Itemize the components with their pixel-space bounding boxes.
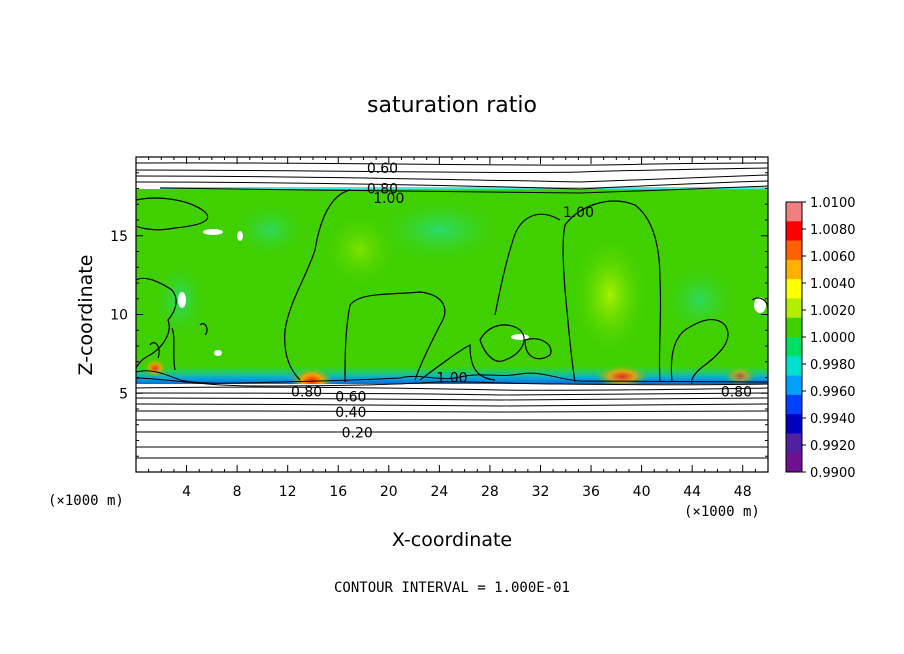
colorbar-swatch bbox=[786, 375, 802, 396]
plot-area: 0.600.801.001.001.000.80 0.600.400.200.80 bbox=[136, 157, 768, 472]
x-tick-label: 12 bbox=[279, 484, 297, 500]
y-axis-title: Z-coordinate bbox=[75, 255, 97, 376]
x-unit-label-right: (×1000 m) bbox=[684, 504, 760, 520]
contour-label: 0.60 bbox=[335, 389, 366, 405]
contour-label: 0.20 bbox=[342, 426, 373, 442]
x-tick-label: 36 bbox=[582, 484, 600, 500]
colorbar-swatch bbox=[786, 317, 802, 338]
colorbar-label: 1.0000 bbox=[810, 331, 856, 346]
field-patch-cyan bbox=[660, 260, 740, 340]
contour-label: 1.00 bbox=[373, 191, 404, 207]
contour-label: 0.80 bbox=[367, 182, 398, 198]
contour-label: 1.00 bbox=[563, 205, 594, 221]
colorbar-swatch bbox=[786, 279, 802, 299]
colorbar-label: 0.9920 bbox=[810, 439, 856, 454]
field-patch-cyan bbox=[230, 200, 310, 260]
contour-lines-lower bbox=[136, 370, 768, 459]
colorbar: 1.0100 1.0080 1.0060 1.0040 1.0020 1.0000 0.99… bbox=[785, 196, 856, 481]
x-tick-label: 40 bbox=[633, 484, 651, 500]
colorbar-label: 1.0100 bbox=[810, 196, 856, 211]
y-tick-label: 15 bbox=[110, 229, 128, 245]
colorbar-swatch bbox=[786, 298, 802, 319]
warm-spot bbox=[724, 364, 756, 384]
y-tick-label: 10 bbox=[110, 308, 128, 324]
x-tick-label: 44 bbox=[683, 484, 701, 500]
x-tick-label: 24 bbox=[430, 484, 448, 500]
colorbar-swatch bbox=[786, 240, 802, 261]
colorbar-swatch bbox=[786, 356, 802, 377]
field-patch-cyan bbox=[370, 195, 510, 265]
contour-lines-interior bbox=[136, 189, 768, 385]
contour-label: 1.00 bbox=[436, 371, 467, 387]
contour-labels: 0.600.801.001.001.000.80 0.600.400.200.80 bbox=[291, 161, 752, 442]
colorbar-label: 0.9900 bbox=[810, 466, 856, 481]
dry-pocket bbox=[237, 231, 243, 241]
contour-label: 0.60 bbox=[367, 161, 398, 177]
unsaturated-lower bbox=[136, 384, 768, 472]
colorbar-label: 0.9960 bbox=[810, 385, 856, 400]
x-tick-label: 16 bbox=[329, 484, 347, 500]
chart-title: saturation ratio bbox=[367, 93, 537, 118]
y-tick-label: 5 bbox=[119, 386, 128, 402]
colorbar-label: 1.0020 bbox=[810, 304, 856, 319]
colorbar-label: 0.9940 bbox=[810, 412, 856, 427]
x-axis-title: X-coordinate bbox=[392, 529, 512, 551]
cloud-top-edge bbox=[160, 187, 768, 190]
contour-label: 0.80 bbox=[721, 385, 752, 401]
contour-label: 0.40 bbox=[335, 405, 366, 421]
x-tick-label: 32 bbox=[532, 484, 550, 500]
x-tick-label: 20 bbox=[380, 484, 398, 500]
y-axis: 5 10 15 bbox=[110, 172, 768, 457]
colorbar-swatch bbox=[786, 221, 802, 242]
colorbar-label: 1.0040 bbox=[810, 277, 856, 292]
dry-pocket bbox=[214, 350, 222, 356]
colorbar-swatch bbox=[786, 452, 802, 473]
colorbar-swatch bbox=[786, 202, 802, 222]
colorbar-label: 0.9980 bbox=[810, 358, 856, 373]
x-tick-label: 28 bbox=[481, 484, 499, 500]
warm-spot bbox=[143, 356, 167, 376]
colorbar-swatch bbox=[786, 394, 802, 415]
contour-label: 0.80 bbox=[291, 385, 322, 401]
colorbar-swatch bbox=[786, 433, 802, 454]
unsaturated-upper bbox=[136, 157, 768, 189]
contour-interval-note: CONTOUR INTERVAL = 1.000E-01 bbox=[334, 580, 570, 596]
colorbar-swatch bbox=[786, 414, 802, 434]
colorbar-swatch bbox=[786, 337, 802, 357]
colorbar-swatch bbox=[786, 259, 802, 280]
field-patch-lime bbox=[570, 230, 650, 360]
x-tick-label: 4 bbox=[182, 484, 191, 500]
colorbar-label: 1.0060 bbox=[810, 250, 856, 265]
contour-lines-upper bbox=[136, 162, 768, 194]
x-axis: 4 8 12 16 20 24 28 32 36 40 44 48 bbox=[148, 157, 756, 500]
x-unit-label-left: (×1000 m) bbox=[48, 493, 124, 509]
dry-pocket bbox=[754, 297, 766, 313]
dry-pocket bbox=[178, 292, 186, 308]
warm-spot bbox=[594, 362, 650, 386]
colorbar-label: 1.0080 bbox=[810, 223, 856, 238]
x-tick-label: 8 bbox=[233, 484, 242, 500]
dry-pocket bbox=[203, 229, 223, 235]
x-tick-label: 48 bbox=[734, 484, 752, 500]
